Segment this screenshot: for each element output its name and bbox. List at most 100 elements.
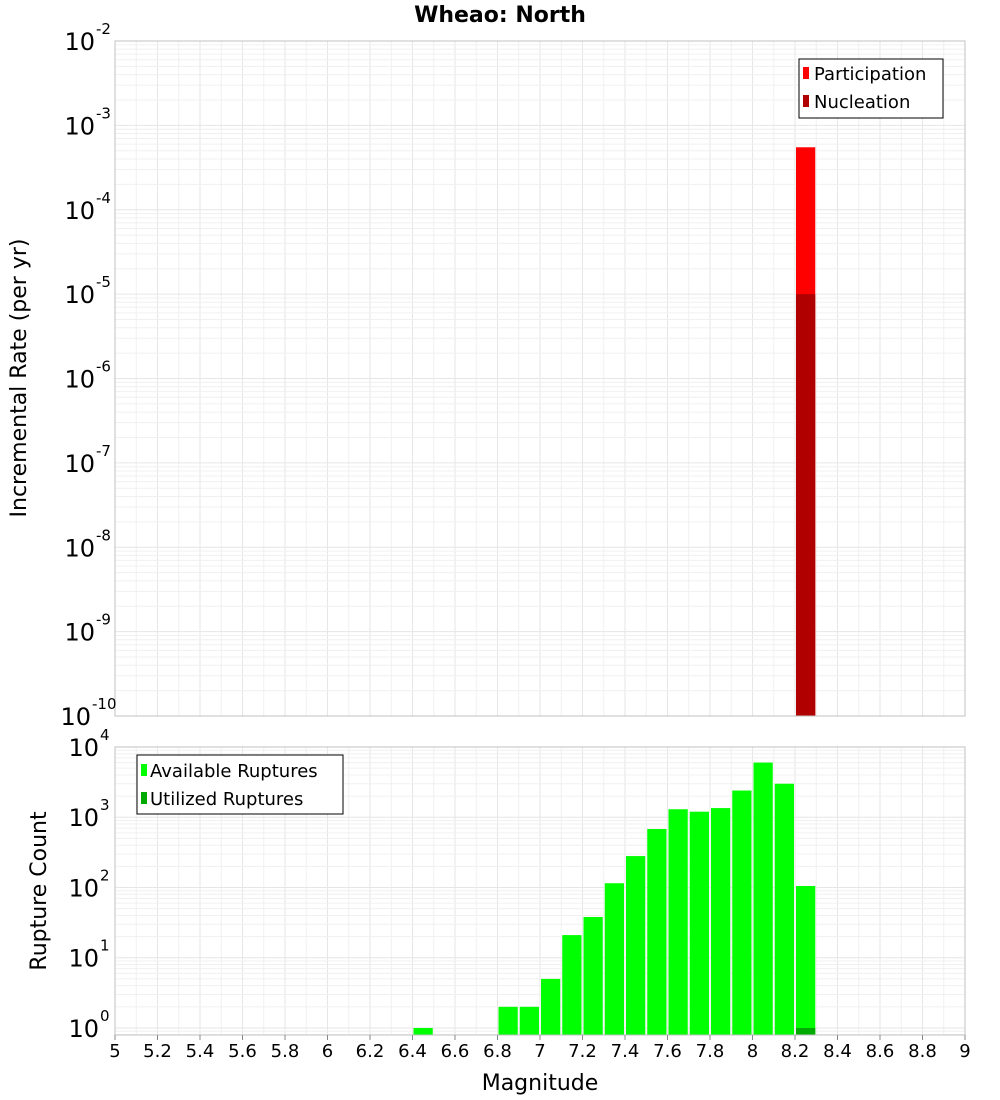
x-tick-label: 6.4 [398, 1041, 427, 1062]
y-tick-label: 10 -4 [64, 189, 111, 225]
y-tick-exponent: -8 [96, 526, 111, 544]
count-bar-available-ruptures [583, 917, 603, 1035]
y-tick-base: 10 [68, 945, 99, 973]
y-tick-label: 10 -2 [64, 20, 111, 56]
count-bar-available-ruptures [413, 1027, 433, 1035]
y-tick-label: 10 -10 [60, 695, 116, 731]
y-tick-label: 10 1 [68, 937, 109, 973]
count-bar-available-ruptures [689, 811, 709, 1035]
y-tick-exponent: 3 [100, 796, 110, 814]
x-tick-label: 8.2 [781, 1041, 810, 1062]
rate-legend: Participation Nucleation [798, 58, 944, 119]
y-tick-label: 10 3 [68, 796, 109, 832]
y-tick-base: 10 [68, 874, 99, 902]
count-bar-available-ruptures [604, 883, 624, 1035]
y-tick-exponent: 1 [100, 937, 110, 955]
x-tick-label: 5.8 [271, 1041, 300, 1062]
y-tick-exponent: 0 [100, 1007, 110, 1025]
legend-available-swatch [141, 764, 147, 776]
x-tick-label: 6 [322, 1041, 333, 1062]
x-tick-label: 8.4 [823, 1041, 852, 1062]
x-tick-label: 5 [109, 1041, 120, 1062]
x-tick-label: 8 [747, 1041, 758, 1062]
x-tick-label: 5.4 [186, 1041, 215, 1062]
count-bar-available-ruptures [498, 1006, 518, 1035]
count-bar-available-ruptures [668, 809, 688, 1035]
rate-plot-frame [114, 40, 966, 717]
y-tick-label: 10 -8 [64, 526, 111, 562]
y-tick-exponent: -9 [96, 611, 111, 629]
x-tick-label: 7.4 [611, 1041, 640, 1062]
y-tick-exponent: -5 [96, 273, 111, 291]
x-tick-label: 5.2 [143, 1041, 172, 1062]
y-tick-base: 10 [68, 804, 99, 832]
count-bar-available-ruptures [562, 935, 582, 1035]
y-tick-label: 10 -9 [64, 611, 111, 647]
y-tick-base: 10 [64, 450, 95, 478]
x-tick-label: 8.8 [908, 1041, 937, 1062]
y-tick-label: 10 2 [68, 866, 109, 902]
count-x-ticks: 5 5.2 5.4 5.6 5.8 6 6.2 6.4 6.6 6.8 7 7.2 7.4 7.6 7.8 8… [109, 1035, 971, 1062]
y-tick-exponent: 2 [100, 866, 110, 884]
y-tick-base: 10 [64, 534, 95, 562]
x-tick-label: 6.6 [441, 1041, 470, 1062]
count-legend-box [136, 754, 344, 815]
count-bar-available-ruptures [711, 808, 731, 1035]
count-bar-available-ruptures [626, 856, 646, 1035]
y-tick-label: 10 0 [68, 1007, 109, 1043]
y-tick-base: 10 [60, 703, 91, 731]
count-bar-available-ruptures [796, 885, 816, 1035]
x-tick-label: 9 [959, 1041, 970, 1062]
x-tick-label: 8.6 [866, 1041, 895, 1062]
y-tick-base: 10 [64, 28, 95, 56]
y-tick-base: 10 [68, 1015, 99, 1043]
x-tick-label: 6.8 [483, 1041, 512, 1062]
count-bar-utilized-ruptures [796, 1027, 816, 1035]
count-grid [114, 747, 966, 1036]
y-tick-label: 10 -6 [64, 358, 111, 394]
legend-available-label: Available Ruptures [150, 761, 318, 782]
rate-y-axis-title: Incremental Rate (per yr) [7, 239, 32, 518]
count-legend: Available Ruptures Utilized Ruptures [136, 754, 344, 815]
legend-utilized-swatch [141, 792, 147, 804]
rate-grid [114, 41, 966, 717]
y-tick-label: 10 -5 [64, 273, 111, 309]
y-tick-label: 10 -7 [64, 442, 111, 478]
count-bar-available-ruptures [774, 783, 794, 1035]
x-axis-title: Magnitude [482, 1071, 599, 1096]
y-tick-base: 10 [68, 734, 99, 762]
count-bar-available-ruptures [647, 829, 667, 1035]
count-bars [413, 762, 816, 1035]
y-tick-exponent: -4 [96, 189, 111, 207]
rate-bar-nucleation [796, 294, 816, 716]
y-tick-label: 10 4 [68, 726, 109, 762]
y-tick-exponent: -6 [96, 358, 111, 376]
y-tick-exponent: -3 [96, 104, 111, 122]
count-bar-available-ruptures [732, 790, 752, 1035]
legend-utilized-label: Utilized Ruptures [150, 789, 303, 810]
count-bar-available-ruptures [541, 978, 561, 1035]
y-tick-base: 10 [64, 281, 95, 309]
legend-nucleation-swatch [803, 95, 809, 107]
y-tick-label: 10 -3 [64, 104, 111, 140]
rate-plot: 10-210-310-410-510-610-710-810-910-10 In… [7, 20, 966, 731]
y-tick-base: 10 [64, 366, 95, 394]
y-tick-exponent: -7 [96, 442, 111, 460]
y-tick-base: 10 [64, 619, 95, 647]
x-tick-label: 7.6 [653, 1041, 682, 1062]
y-tick-base: 10 [64, 112, 95, 140]
legend-participation-swatch [803, 67, 809, 79]
y-tick-exponent: -2 [96, 20, 111, 38]
rate-y-ticks: 10-210-310-410-510-610-710-810-910-10 [60, 20, 116, 731]
y-tick-base: 10 [64, 197, 95, 225]
chart-title: Wheao: North [414, 3, 586, 28]
rate-legend-box [798, 58, 944, 119]
y-tick-exponent: -10 [92, 695, 117, 713]
count-bar-available-ruptures [753, 762, 773, 1035]
rate-bars [796, 147, 816, 717]
count-y-axis-title: Rupture Count [27, 811, 52, 971]
x-tick-label: 6.2 [356, 1041, 385, 1062]
